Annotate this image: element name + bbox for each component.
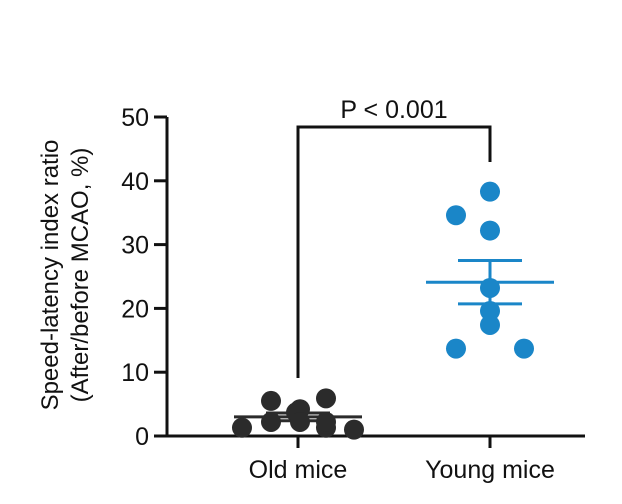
data-point-0-5 bbox=[290, 411, 310, 432]
x-category-label-1: Young mice bbox=[425, 456, 555, 484]
data-point-0-7 bbox=[316, 388, 336, 409]
data-point-0-0 bbox=[232, 417, 252, 438]
bracket-line bbox=[296, 125, 492, 378]
y-tick-label-0: 0 bbox=[135, 423, 149, 451]
data-point-1-3 bbox=[480, 220, 500, 241]
y-axis-label: Speed-latency index ratio (After/before … bbox=[37, 140, 94, 411]
significance-bracket: P < 0.001 bbox=[296, 96, 492, 378]
y-axis-label-line-1: Speed-latency index ratio bbox=[37, 140, 64, 411]
y-tick-label-5: 50 bbox=[121, 104, 149, 132]
data-point-1-5 bbox=[480, 300, 500, 321]
series-young-mice bbox=[426, 181, 554, 359]
data-point-0-2 bbox=[261, 390, 281, 411]
data-point-1-0 bbox=[446, 338, 466, 359]
y-axis: 0 10 20 30 40 50 bbox=[121, 104, 169, 451]
data-point-1-6 bbox=[480, 314, 500, 335]
series-old-mice bbox=[232, 388, 364, 440]
y-axis-label-line-2: (After/before MCAO, %) bbox=[67, 148, 94, 403]
y-tick-label-4: 40 bbox=[121, 168, 149, 196]
y-tick-label-1: 10 bbox=[121, 359, 149, 387]
data-groups bbox=[232, 181, 554, 440]
x-axis: Old mice Young mice bbox=[167, 434, 585, 484]
data-point-1-2 bbox=[480, 181, 500, 202]
data-point-0-1 bbox=[261, 411, 281, 432]
p-value-annotation: P < 0.001 bbox=[340, 96, 447, 124]
data-point-0-8 bbox=[316, 411, 336, 432]
x-category-label-0: Old mice bbox=[249, 456, 348, 484]
y-tick-label-2: 20 bbox=[121, 295, 149, 323]
y-tick-label-3: 30 bbox=[121, 232, 149, 260]
data-point-1-4 bbox=[480, 277, 500, 298]
data-point-1-7 bbox=[514, 338, 534, 359]
data-point-0-9 bbox=[344, 419, 364, 440]
data-point-1-1 bbox=[446, 205, 466, 226]
